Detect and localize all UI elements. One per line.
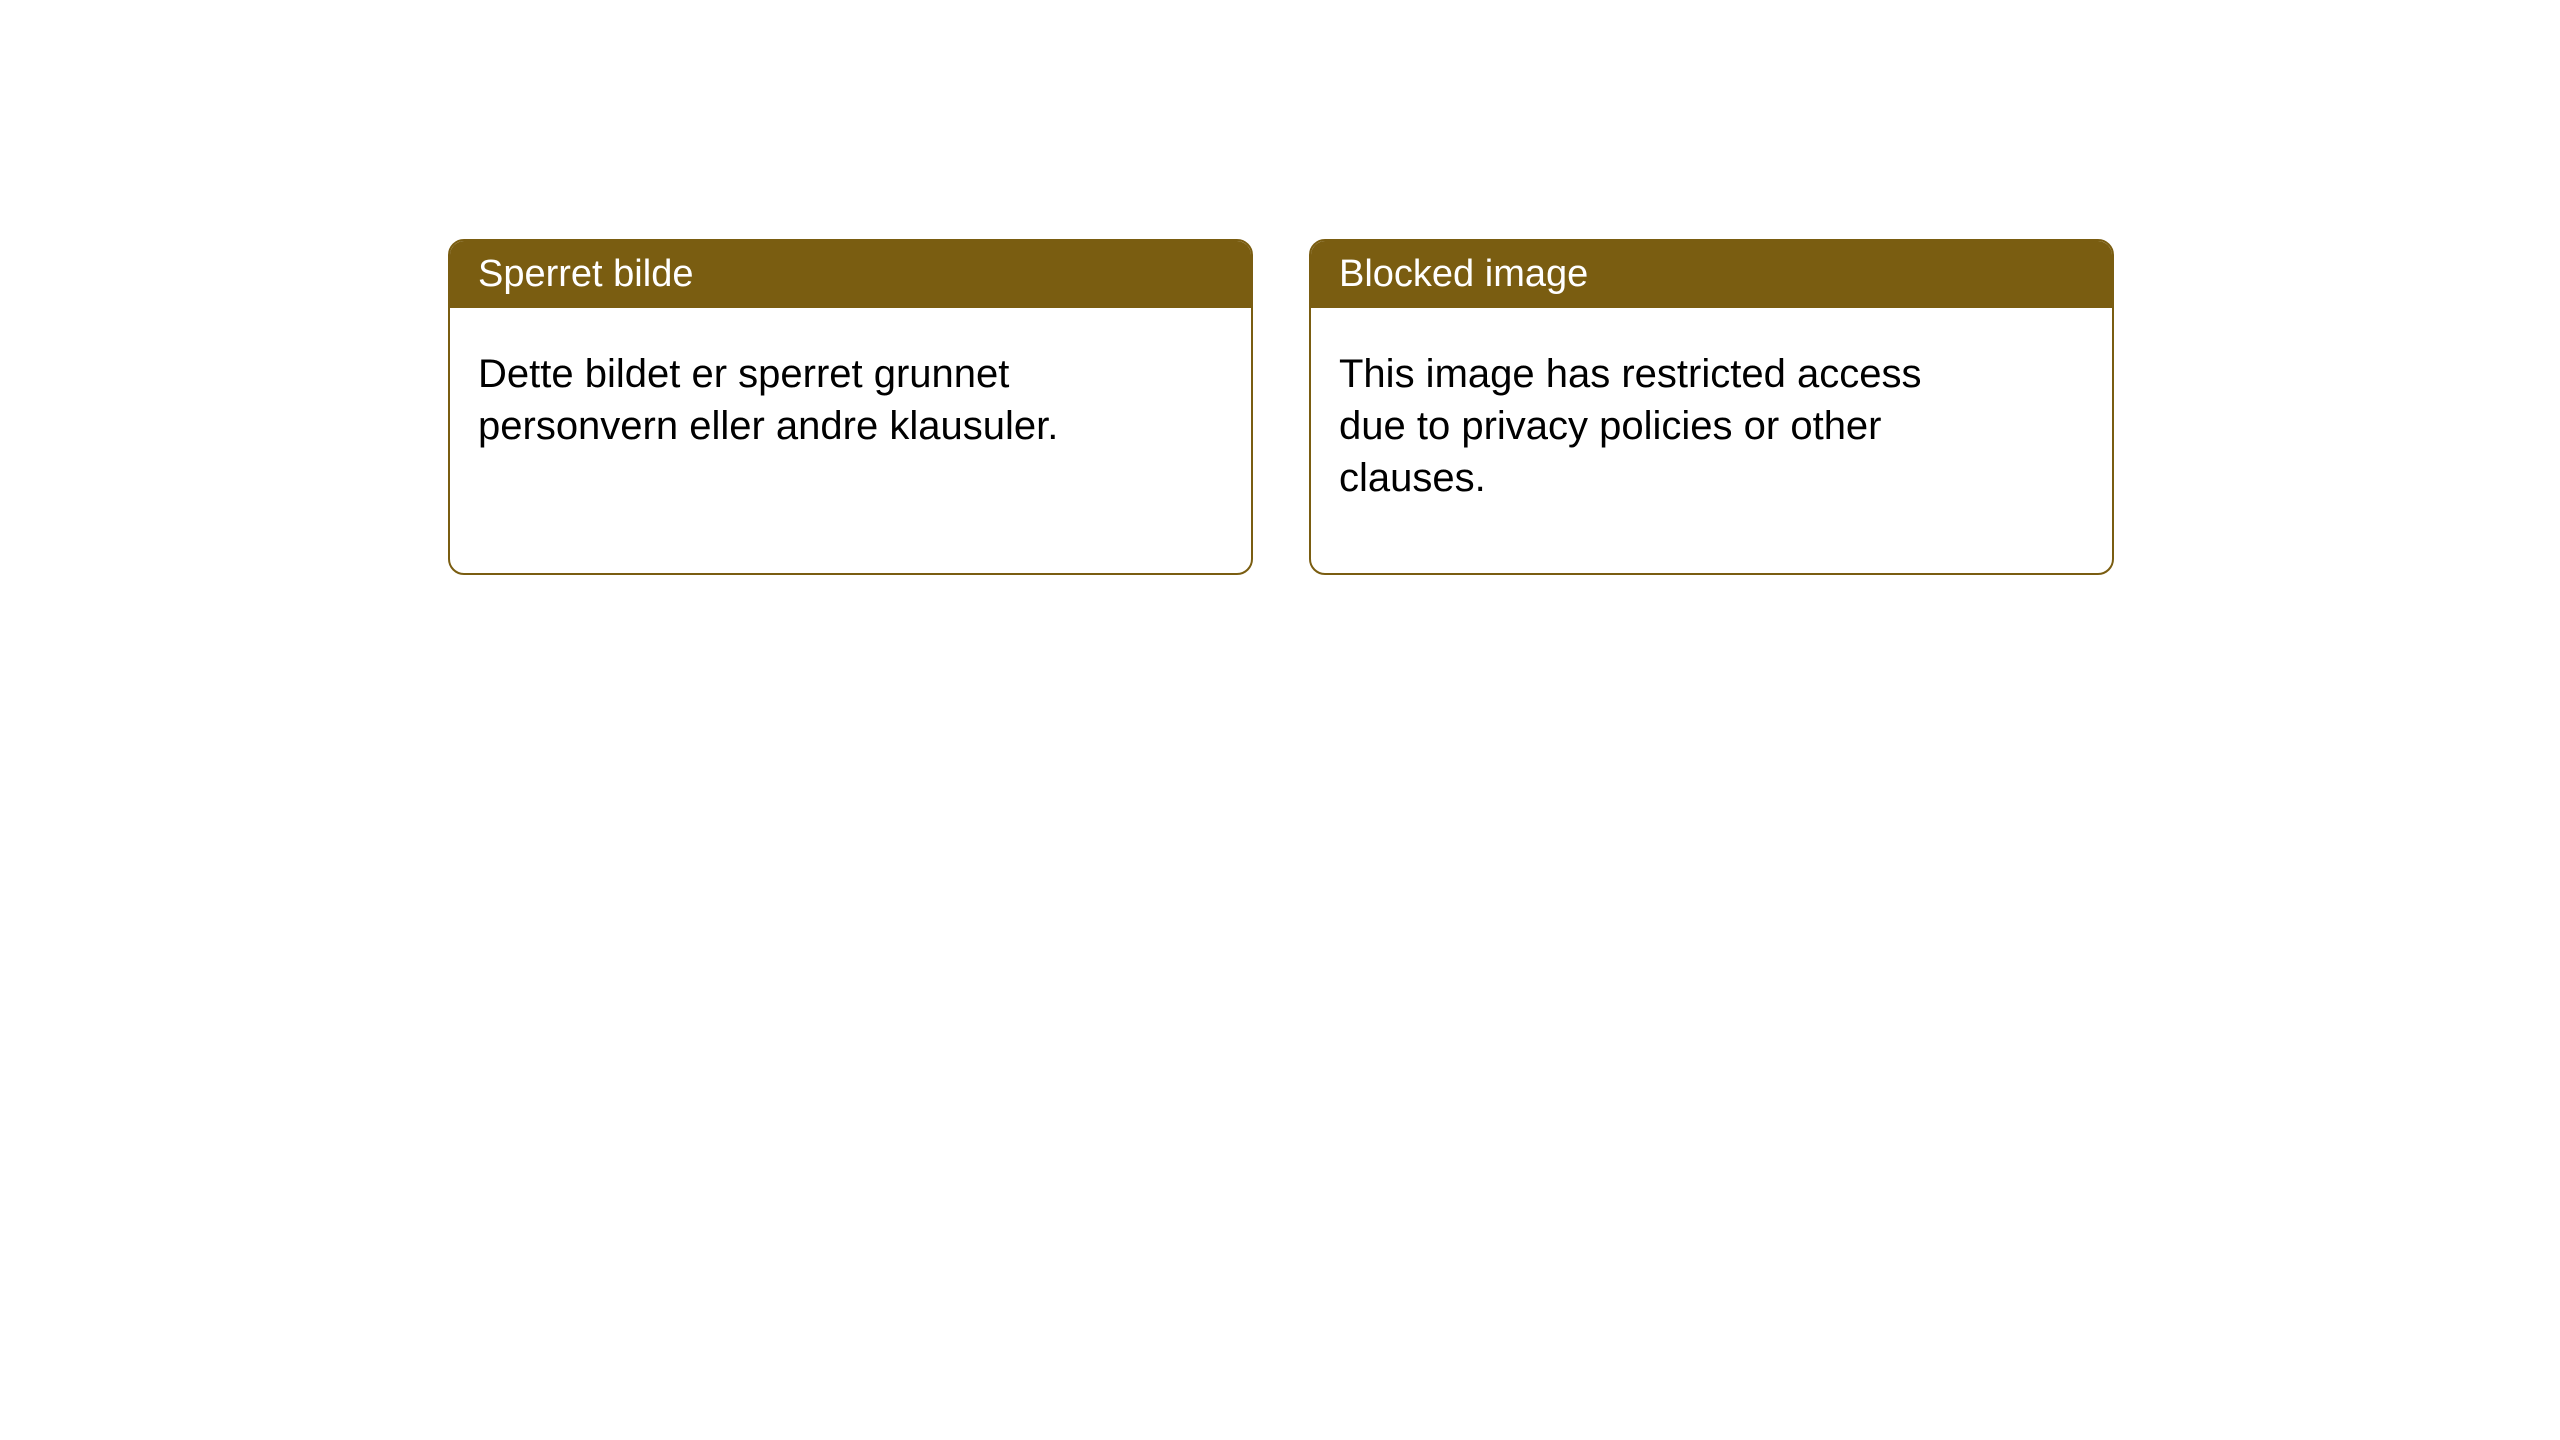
card-body-text: This image has restricted access due to … — [1339, 352, 1921, 500]
card-body: Dette bildet er sperret grunnet personve… — [450, 308, 1150, 492]
notice-card-group: Sperret bilde Dette bildet er sperret gr… — [448, 239, 2114, 575]
card-body-text: Dette bildet er sperret grunnet personve… — [478, 352, 1058, 448]
card-body: This image has restricted access due to … — [1311, 308, 2011, 544]
card-title: Sperret bilde — [478, 253, 693, 295]
card-header: Blocked image — [1311, 241, 2112, 308]
notice-card-english: Blocked image This image has restricted … — [1309, 239, 2114, 575]
notice-card-norwegian: Sperret bilde Dette bildet er sperret gr… — [448, 239, 1253, 575]
card-title: Blocked image — [1339, 253, 1588, 295]
card-header: Sperret bilde — [450, 241, 1251, 308]
